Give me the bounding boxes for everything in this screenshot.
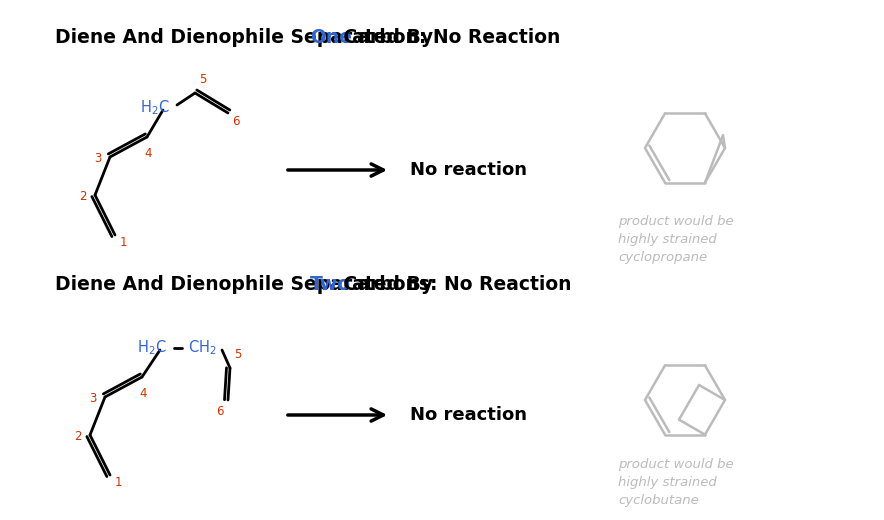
Text: 1: 1 bbox=[120, 236, 127, 249]
Text: One: One bbox=[310, 28, 352, 47]
Text: Diene And Dienophile Separated By: Diene And Dienophile Separated By bbox=[55, 28, 439, 47]
Text: No reaction: No reaction bbox=[410, 406, 527, 424]
Text: 6: 6 bbox=[232, 115, 240, 128]
Text: H$_2$C: H$_2$C bbox=[141, 99, 170, 118]
Text: 5: 5 bbox=[234, 348, 241, 361]
Text: 1: 1 bbox=[115, 476, 123, 489]
Text: No reaction: No reaction bbox=[410, 161, 527, 179]
Text: 5: 5 bbox=[199, 73, 206, 86]
Text: product would be
highly strained
cyclobutane: product would be highly strained cyclobu… bbox=[618, 458, 734, 507]
Text: Two: Two bbox=[310, 275, 351, 294]
Text: product would be
highly strained
cyclopropane: product would be highly strained cyclopr… bbox=[618, 215, 734, 264]
Text: 4: 4 bbox=[140, 387, 147, 400]
Text: 3: 3 bbox=[89, 393, 97, 406]
Text: 2: 2 bbox=[74, 430, 82, 443]
Text: Carbon: No Reaction: Carbon: No Reaction bbox=[337, 28, 560, 47]
Text: H$_2$C: H$_2$C bbox=[137, 339, 167, 357]
Text: Carbons: No Reaction: Carbons: No Reaction bbox=[337, 275, 571, 294]
Text: 6: 6 bbox=[217, 405, 224, 418]
Text: CH$_2$: CH$_2$ bbox=[187, 339, 217, 357]
Text: Diene And Dienophile Separated By: Diene And Dienophile Separated By bbox=[55, 275, 439, 294]
Text: 2: 2 bbox=[80, 189, 87, 202]
Text: 4: 4 bbox=[144, 147, 152, 160]
Text: 3: 3 bbox=[95, 152, 102, 165]
